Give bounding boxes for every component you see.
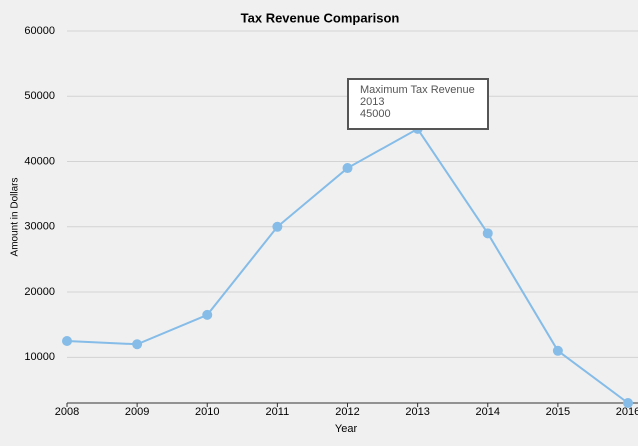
x-tick-label: 2014 [476,406,500,418]
marker [552,345,563,356]
tooltip-title: Maximum Tax Revenue [360,84,475,96]
marker [272,221,283,232]
marker [482,228,493,239]
y-tick-label: 50000 [24,90,55,102]
x-tick-label: 2010 [195,406,219,418]
x-tick-label: 2015 [546,406,570,418]
y-axis-label: Amount in Dollars [10,178,21,257]
y-tick-label: 20000 [24,286,55,298]
chart-title: Tax Revenue Comparison [241,10,400,25]
x-tick-label: 2016 [616,406,638,418]
y-tick-label: 30000 [24,221,55,233]
marker [623,398,633,408]
y-tick-label: 40000 [24,155,55,167]
marker [342,163,353,174]
x-tick-label: 2012 [335,406,359,418]
x-tick-label: 2013 [405,406,429,418]
x-tick-label: 2009 [125,406,149,418]
tooltip-y: 45000 [360,108,391,120]
tooltip-x: 2013 [360,96,384,108]
marker [202,309,213,320]
x-tick-label: 2011 [266,406,290,418]
marker [132,339,143,350]
x-tick-label: 2008 [55,406,79,418]
tooltip-box [347,78,489,130]
x-axis-label: Year [335,423,358,435]
y-tick-label: 60000 [24,25,55,37]
marker [62,336,72,346]
y-tick-label: 10000 [24,351,55,363]
